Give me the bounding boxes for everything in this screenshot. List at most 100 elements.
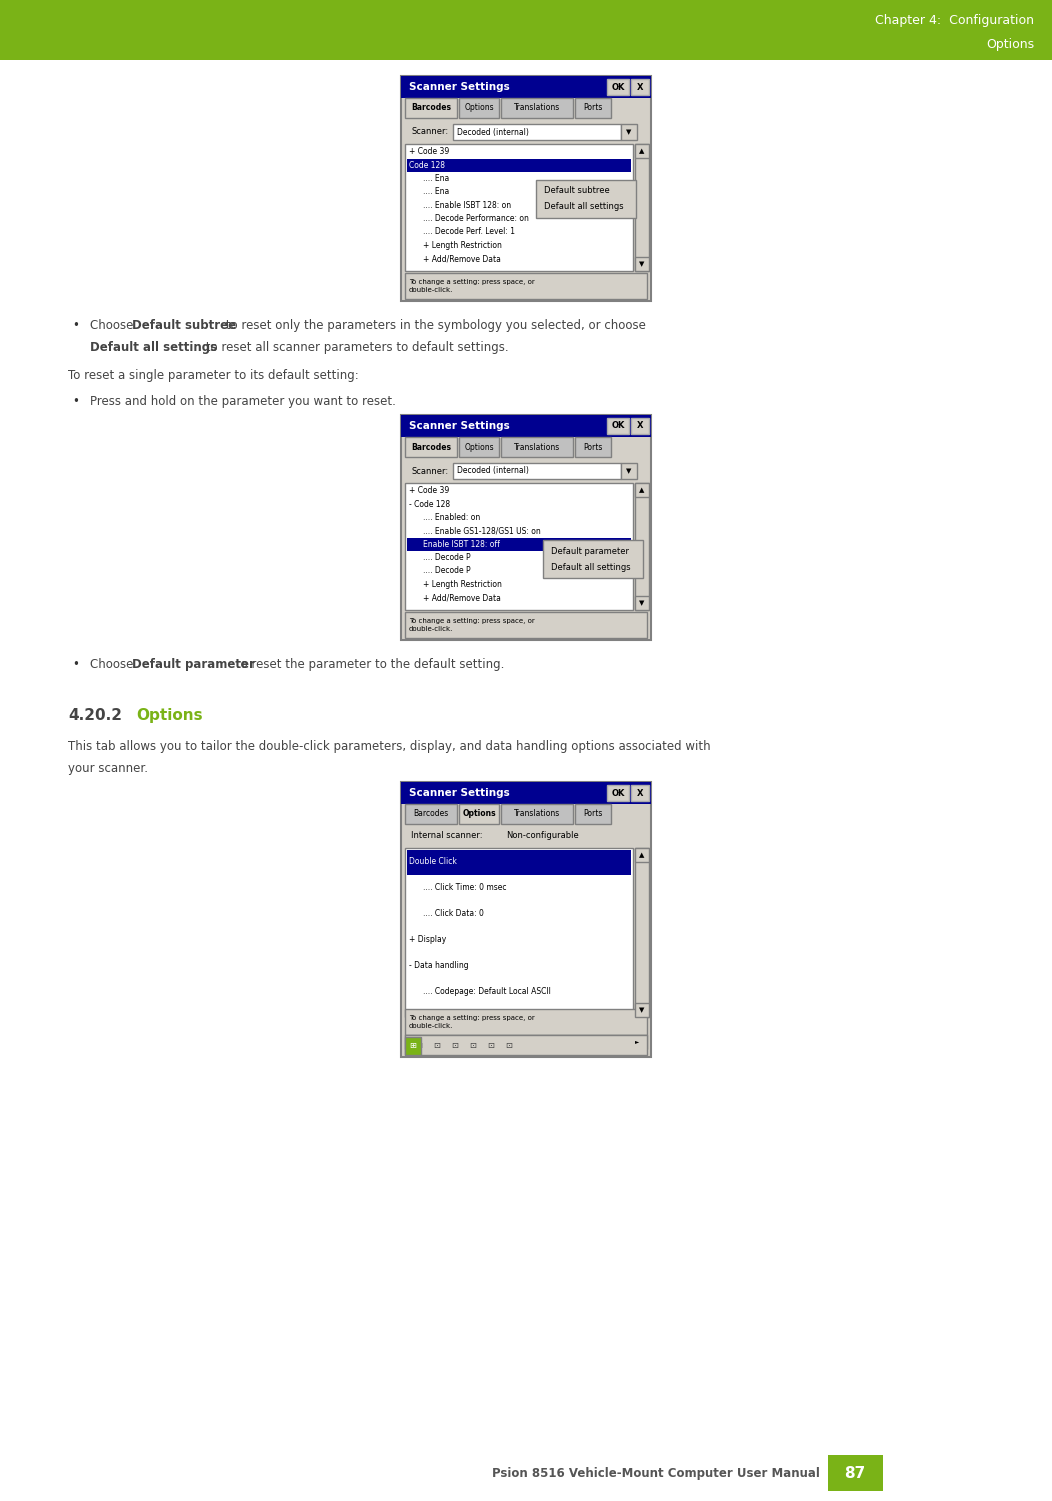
Bar — [401, 782, 651, 1057]
Text: Press and hold on the parameter you want to reset.: Press and hold on the parameter you want… — [90, 395, 396, 408]
Bar — [405, 144, 633, 272]
Bar — [607, 785, 629, 802]
Bar — [621, 125, 638, 140]
Text: Psion 8516 Vehicle-Mount Computer User Manual: Psion 8516 Vehicle-Mount Computer User M… — [492, 1466, 820, 1480]
Bar — [631, 80, 649, 95]
Text: ▼: ▼ — [640, 1007, 645, 1013]
Text: OK: OK — [611, 422, 625, 431]
Text: ▲: ▲ — [640, 486, 645, 492]
Text: ⊡: ⊡ — [416, 1040, 423, 1049]
Text: 87: 87 — [845, 1465, 866, 1480]
Text: Default subtree: Default subtree — [132, 320, 236, 332]
Bar — [537, 180, 636, 218]
Bar — [501, 437, 573, 456]
Bar — [405, 273, 647, 299]
Bar — [631, 785, 649, 802]
Bar — [401, 414, 651, 437]
Bar — [635, 483, 649, 497]
Text: your scanner.: your scanner. — [68, 763, 148, 775]
Text: + Length Restriction: + Length Restriction — [423, 240, 502, 249]
Text: Options: Options — [464, 443, 493, 452]
Text: .... Click Time: 0 msec: .... Click Time: 0 msec — [423, 884, 506, 893]
Text: This tab allows you to tailor the double-click parameters, display, and data han: This tab allows you to tailor the double… — [68, 740, 710, 754]
Bar — [607, 417, 629, 434]
Text: To change a setting: press space, or
double-click.: To change a setting: press space, or dou… — [409, 618, 534, 632]
Text: .... Enabled: on: .... Enabled: on — [423, 513, 481, 522]
Text: Barcodes: Barcodes — [411, 104, 451, 113]
Text: .... Enable ISBT 128: on: .... Enable ISBT 128: on — [423, 201, 511, 210]
Text: •: • — [72, 657, 79, 671]
Bar — [405, 483, 633, 609]
Bar — [405, 1037, 421, 1055]
Bar — [401, 414, 651, 639]
Bar — [575, 98, 611, 119]
Text: ▼: ▼ — [626, 468, 631, 474]
Text: Options: Options — [136, 708, 203, 723]
Text: ⊡: ⊡ — [433, 1040, 441, 1049]
Text: ▲: ▲ — [640, 149, 645, 155]
Text: Translations: Translations — [513, 104, 560, 113]
Bar — [828, 1454, 883, 1490]
Bar — [401, 782, 651, 805]
Text: Scanner Settings: Scanner Settings — [409, 420, 510, 431]
Text: Enable ISBT 128: off: Enable ISBT 128: off — [423, 540, 500, 549]
Text: X: X — [636, 83, 643, 92]
Text: Chapter 4:  Configuration: Chapter 4: Configuration — [875, 14, 1034, 27]
Text: ▲: ▲ — [640, 853, 645, 859]
Bar — [621, 462, 638, 479]
Text: Non-configurable: Non-configurable — [506, 832, 579, 841]
Text: - Code 128: - Code 128 — [409, 500, 450, 509]
Bar — [407, 850, 631, 875]
Text: ⊡: ⊡ — [451, 1040, 459, 1049]
Bar — [575, 437, 611, 456]
Text: ▼: ▼ — [640, 261, 645, 267]
Text: Scanner:: Scanner: — [411, 128, 448, 137]
Text: + Add/Remove Data: + Add/Remove Data — [423, 593, 501, 602]
Text: 4.20.2: 4.20.2 — [68, 708, 122, 723]
Bar — [635, 144, 649, 272]
Text: .... Ena: .... Ena — [423, 188, 449, 197]
Text: .... Decode Perf. Level: 1: .... Decode Perf. Level: 1 — [423, 227, 515, 236]
Text: To reset a single parameter to its default setting:: To reset a single parameter to its defau… — [68, 369, 359, 381]
Text: + Add/Remove Data: + Add/Remove Data — [423, 254, 501, 263]
Text: To change a setting: press space, or
double-click.: To change a setting: press space, or dou… — [409, 279, 534, 293]
Bar — [501, 98, 573, 119]
Bar — [453, 462, 621, 479]
Bar — [635, 483, 649, 609]
Bar — [501, 805, 573, 824]
Bar — [543, 540, 643, 578]
Text: Options: Options — [986, 38, 1034, 51]
Text: Options: Options — [464, 104, 493, 113]
Bar — [575, 805, 611, 824]
Text: Code 128: Code 128 — [409, 161, 445, 170]
Bar — [407, 159, 631, 171]
Bar — [405, 98, 457, 119]
Bar — [635, 596, 649, 609]
Text: .... Enable GS1-128/GS1 US: on: .... Enable GS1-128/GS1 US: on — [423, 527, 541, 536]
Bar — [635, 144, 649, 158]
Text: Decoded (internal): Decoded (internal) — [457, 128, 529, 137]
Text: .... Codepage: Default Local ASCII: .... Codepage: Default Local ASCII — [423, 988, 551, 997]
Text: - Data handling: - Data handling — [409, 962, 468, 971]
Bar — [401, 77, 651, 302]
Text: .... Click Data: 0: .... Click Data: 0 — [423, 910, 484, 919]
Text: Default all settings: Default all settings — [90, 341, 217, 354]
Text: •: • — [72, 395, 79, 408]
Text: .... Decode Performance: on: .... Decode Performance: on — [423, 215, 529, 224]
Text: To change a setting: press space, or
double-click.: To change a setting: press space, or dou… — [409, 1015, 534, 1030]
Bar — [635, 848, 649, 862]
Text: + Code 39: + Code 39 — [409, 486, 449, 495]
Text: Barcodes: Barcodes — [413, 809, 448, 818]
Text: to reset all scanner parameters to default settings.: to reset all scanner parameters to defau… — [202, 341, 508, 354]
Bar — [405, 437, 457, 456]
Text: ▼: ▼ — [640, 600, 645, 606]
Bar — [405, 848, 633, 1018]
Text: Options: Options — [462, 809, 495, 818]
Text: OK: OK — [611, 83, 625, 92]
Text: Ports: Ports — [583, 809, 603, 818]
Bar — [635, 257, 649, 272]
Text: Choose: Choose — [90, 320, 137, 332]
Bar — [635, 848, 649, 1018]
Text: Internal scanner:: Internal scanner: — [411, 832, 483, 841]
Text: Scanner:: Scanner: — [411, 467, 448, 476]
